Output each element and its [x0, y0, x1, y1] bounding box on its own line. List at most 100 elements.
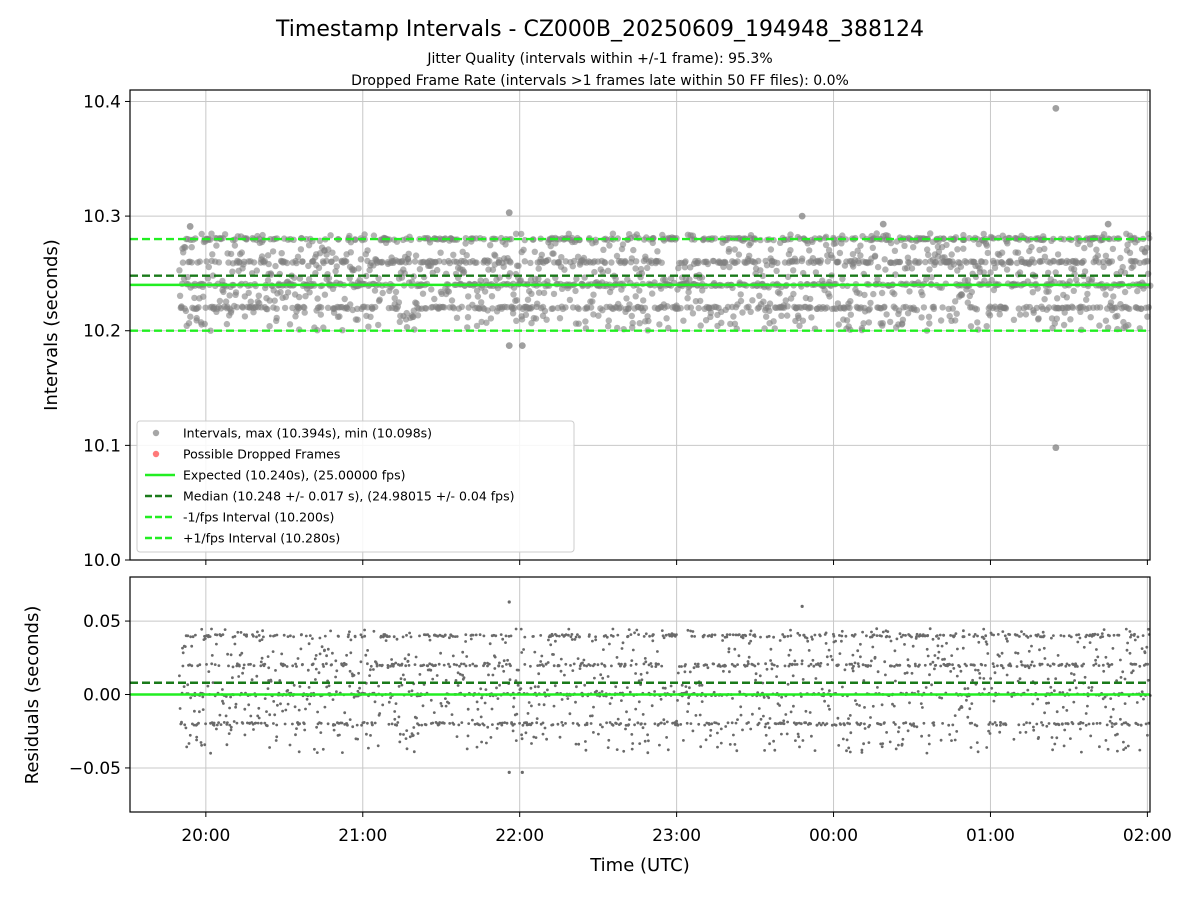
residual-point: [275, 735, 279, 739]
residual-point: [183, 723, 187, 727]
residual-point: [1015, 665, 1019, 668]
residual-point: [839, 723, 842, 726]
residual-point: [608, 642, 611, 646]
residual-point: [258, 639, 262, 643]
residual-point: [245, 633, 249, 637]
residual-point: [546, 688, 549, 692]
interval-point: [927, 230, 934, 237]
residual-point: [199, 741, 203, 744]
residual-point: [1136, 635, 1140, 639]
residual-point: [255, 635, 258, 639]
residual-point: [317, 671, 321, 675]
residual-point: [181, 646, 184, 650]
residual-point: [992, 633, 995, 637]
residual-point: [299, 633, 303, 637]
residual-point: [844, 634, 848, 638]
residual-point: [693, 635, 696, 638]
residual-point: [920, 734, 923, 738]
residual-point: [766, 721, 770, 725]
interval-point: [201, 320, 208, 328]
interval-point: [453, 314, 461, 321]
residual-point: [984, 664, 987, 667]
residual-point: [1110, 725, 1114, 728]
residual-point: [235, 664, 239, 668]
interval-point: [918, 314, 925, 321]
residual-point: [1047, 722, 1051, 725]
residual-point: [512, 705, 515, 709]
residual-point: [631, 742, 635, 745]
residual-point: [1088, 641, 1092, 644]
residual-point: [356, 737, 359, 741]
interval-point: [1086, 241, 1094, 248]
residual-point: [181, 664, 185, 668]
residual-point: [910, 723, 914, 727]
residual-point: [1035, 722, 1039, 726]
residual-point: [714, 721, 718, 725]
residual-point: [870, 630, 873, 634]
residual-point: [408, 631, 411, 635]
interval-point: [318, 304, 325, 311]
residual-point: [535, 721, 539, 725]
residual-point: [455, 735, 459, 738]
residual-point: [291, 722, 294, 726]
residual-point: [660, 664, 664, 668]
residual-point: [698, 713, 702, 717]
residual-point: [222, 702, 225, 705]
residual-point: [737, 633, 741, 636]
residual-point: [903, 643, 906, 646]
interval-point: [185, 320, 193, 327]
interval-point: [784, 312, 791, 319]
residual-point: [698, 684, 701, 687]
residual-point: [962, 629, 965, 633]
residual-point: [1146, 678, 1150, 682]
interval-point: [1143, 244, 1151, 252]
residual-point: [308, 702, 311, 706]
residual-point: [933, 667, 936, 671]
residual-point: [617, 662, 621, 666]
residual-point: [1017, 723, 1021, 727]
residual-point: [726, 721, 730, 725]
interval-point: [854, 247, 861, 254]
interval-point: [1031, 259, 1038, 266]
residual-point: [325, 662, 328, 666]
interval-point: [726, 263, 733, 271]
residual-point: [956, 647, 959, 651]
residual-point: [630, 659, 634, 662]
residual-point: [626, 634, 630, 638]
legend-marker: [152, 429, 160, 437]
residual-point: [810, 734, 813, 738]
residual-point: [770, 663, 774, 666]
residual-point: [378, 712, 382, 715]
interval-point: [922, 258, 929, 266]
residual-point: [497, 664, 501, 667]
residual-point: [783, 635, 787, 639]
residual-point: [301, 663, 304, 666]
interval-point: [654, 248, 661, 255]
residuals-y-tick-label: 0.05: [83, 612, 121, 632]
residual-point: [346, 635, 350, 639]
residual-point: [953, 714, 957, 717]
interval-point: [486, 258, 493, 265]
interval-point: [528, 304, 536, 311]
residual-point: [977, 640, 981, 644]
residual-point: [197, 721, 200, 725]
residual-point: [321, 747, 325, 751]
residual-point: [732, 733, 735, 737]
residual-point: [367, 746, 370, 750]
interval-point: [1036, 246, 1043, 254]
residual-point: [1058, 691, 1062, 694]
interval-point: [428, 286, 435, 293]
interval-point: [998, 249, 1006, 256]
residual-point: [1043, 711, 1046, 715]
residual-point: [641, 713, 645, 716]
residual-point: [1124, 746, 1128, 750]
interval-point: [419, 290, 427, 297]
residual-point: [583, 683, 587, 687]
interval-point: [513, 297, 520, 304]
residual-point: [786, 634, 790, 638]
residual-point: [466, 734, 470, 738]
interval-point: [500, 263, 507, 270]
residual-point: [196, 664, 200, 668]
interval-point: [1045, 288, 1052, 295]
